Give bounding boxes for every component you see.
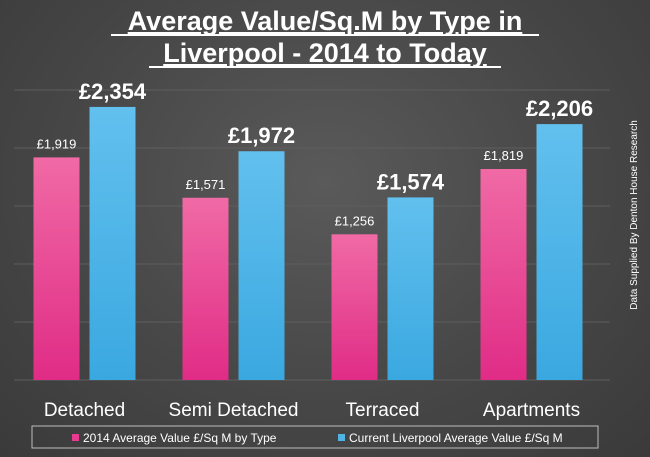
bar-detached-2014 — [33, 157, 80, 380]
category-labels: Detached Semi Detached Terraced Apartments — [44, 400, 580, 421]
chart-title-line-2: Liverpool - 2014 to Today — [163, 38, 487, 68]
data-label-terraced-2014: £1,256 — [335, 213, 375, 228]
data-label-detached-2014: £1,919 — [37, 136, 77, 151]
bar-semi-detached-current — [238, 151, 285, 380]
legend-swatch-2014 — [72, 434, 79, 441]
chart-title-line-1: Average Value/Sq.M by Type in — [128, 6, 523, 36]
legend-swatch-current — [338, 434, 345, 441]
bar-terraced-2014 — [331, 234, 378, 380]
data-label-terraced-current: £1,574 — [377, 169, 445, 194]
category-label-terraced: Terraced — [346, 400, 420, 421]
data-label-apartments-current: £2,206 — [526, 96, 593, 121]
bar-detached-current — [89, 106, 136, 380]
bar-apartments-current — [536, 124, 583, 380]
bar-terraced-current — [387, 197, 434, 380]
category-label-detached: Detached — [44, 400, 125, 421]
data-labels: £1,919 £2,354 £1,571 £1,972 £1,256 £1,574 £1,8… — [37, 79, 594, 228]
bar-apartments-2014 — [480, 168, 527, 380]
data-label-apartments-2014: £1,819 — [484, 148, 524, 163]
data-label-semi-detached-2014: £1,571 — [186, 177, 226, 192]
legend-label-2014: 2014 Average Value £/Sq M by Type — [83, 431, 277, 445]
legend-label-current: Current Liverpool Average Value £/Sq M — [349, 431, 563, 445]
data-label-semi-detached-current: £1,972 — [228, 123, 295, 148]
source-note: Data Supplied By Denton House Research — [629, 120, 640, 310]
bars — [33, 106, 583, 380]
data-label-detached-current: £2,354 — [79, 79, 147, 104]
legend-box — [31, 425, 599, 449]
category-label-semi-detached: Semi Detached — [169, 400, 299, 421]
category-label-apartments: Apartments — [483, 400, 580, 421]
bar-semi-detached-2014 — [182, 197, 229, 380]
